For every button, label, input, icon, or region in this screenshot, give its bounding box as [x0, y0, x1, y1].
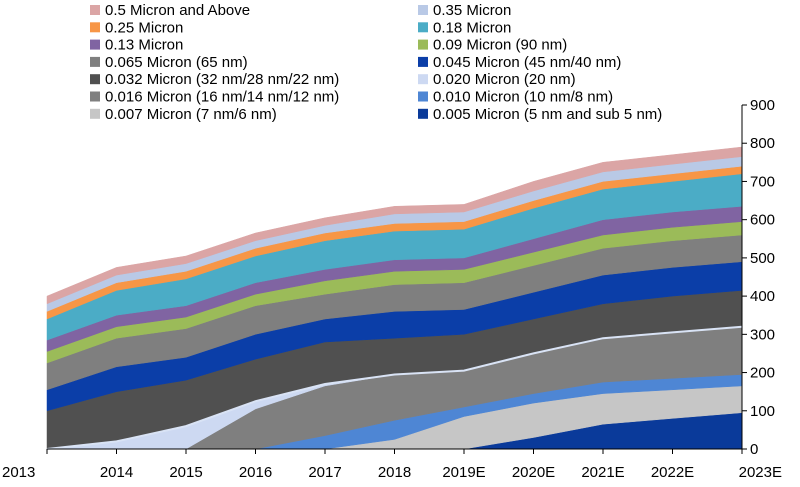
legend-swatch-0-020-micron-20-nm: [418, 74, 428, 85]
y-tick-label: 700: [750, 173, 775, 190]
x-tick-label: 2021E: [581, 464, 624, 481]
legend-label-0-045-micron-45-nm-40-nm: 0.045 Micron (45 nm/40 nm): [433, 54, 621, 71]
y-tick-label: 200: [750, 365, 775, 382]
y-tick-label: 0: [750, 441, 758, 458]
legend-swatch-0-016-micron-16-nm-14-nm-12-nm: [90, 91, 100, 102]
legend-swatch-0-032-micron-32-nm-28-nm-22-nm: [90, 74, 100, 85]
boundary-line: [46, 325, 743, 450]
legend-label-0-09-micron-90-nm: 0.09 Micron (90 nm): [433, 37, 567, 54]
x-tick-label: 2023E: [739, 464, 782, 481]
x-tick-label: 2019E: [442, 464, 485, 481]
y-tick-label: 500: [750, 250, 775, 267]
legend-label-0-010-micron-10-nm-8-nm: 0.010 Micron (10 nm/8 nm): [433, 89, 613, 106]
y-tick-label: 100: [750, 403, 775, 420]
legend-swatch-0-007-micron-7-nm-6-nm: [90, 108, 100, 119]
legend-label-0-065-micron-65-nm: 0.065 Micron (65 nm): [105, 54, 248, 71]
legend-label-0-032-micron-32-nm-28-nm-22-nm: 0.032 Micron (32 nm/28 nm/22 nm): [105, 71, 339, 88]
legend-label-0-13-micron: 0.13 Micron: [105, 37, 183, 54]
legend-label-0-5-micron-and-above: 0.5 Micron and Above: [105, 2, 250, 19]
area-layer: [46, 146, 743, 450]
x-tick-label: 2022E: [651, 464, 694, 481]
legend-label-0-005-micron-5-nm-and-sub-5-nm: 0.005 Micron (5 nm and sub 5 nm): [433, 106, 662, 123]
y-tick-label: 400: [750, 288, 775, 305]
legend-label-0-007-micron-7-nm-6-nm: 0.007 Micron (7 nm/6 nm): [105, 106, 277, 123]
legend-swatch-0-010-micron-10-nm-8-nm: [418, 91, 428, 102]
legend-swatch-0-005-micron-5-nm-and-sub-5-nm: [418, 108, 428, 119]
legend-label-0-020-micron-20-nm: 0.020 Micron (20 nm): [433, 71, 576, 88]
y-tick-label: 300: [750, 326, 775, 343]
y-tick-label: 900: [750, 97, 775, 114]
x-tick-label: 2020E: [512, 464, 555, 481]
legend-swatch-0-25-micron: [90, 22, 100, 33]
boundary-line-layer: [46, 325, 743, 450]
legend-swatch-0-065-micron-65-nm: [90, 56, 100, 67]
y-tick-label: 800: [750, 135, 775, 152]
legend-swatch-0-18-micron: [418, 22, 428, 33]
legend-label-0-25-micron: 0.25 Micron: [105, 19, 183, 36]
y-tick-label: 600: [750, 212, 775, 229]
legend-label-0-016-micron-16-nm-14-nm-12-nm: 0.016 Micron (16 nm/14 nm/12 nm): [105, 89, 339, 106]
x-tick-label: 2015: [169, 464, 202, 481]
legend-swatch-0-5-micron-and-above: [90, 5, 100, 15]
axis-layer: 0 100 200 300 400 500 600 700 800 900 2013 2014 2015…: [2, 97, 782, 481]
legend-swatch-0-13-micron: [90, 39, 100, 50]
legend-label-0-35-micron: 0.35 Micron: [433, 2, 511, 19]
legend-swatch-0-045-micron-45-nm-40-nm: [418, 56, 428, 67]
x-tick-label: 2013: [2, 464, 35, 481]
x-tick-label: 2017: [308, 464, 341, 481]
legend-swatch-0-35-micron: [418, 5, 428, 15]
x-tick-label: 2016: [239, 464, 272, 481]
x-tick-label: 2018: [378, 464, 411, 481]
x-tick-label: 2014: [100, 464, 133, 481]
legend-swatch-0-09-micron-90-nm: [418, 39, 428, 50]
legend-label-0-18-micron: 0.18 Micron: [433, 19, 511, 36]
